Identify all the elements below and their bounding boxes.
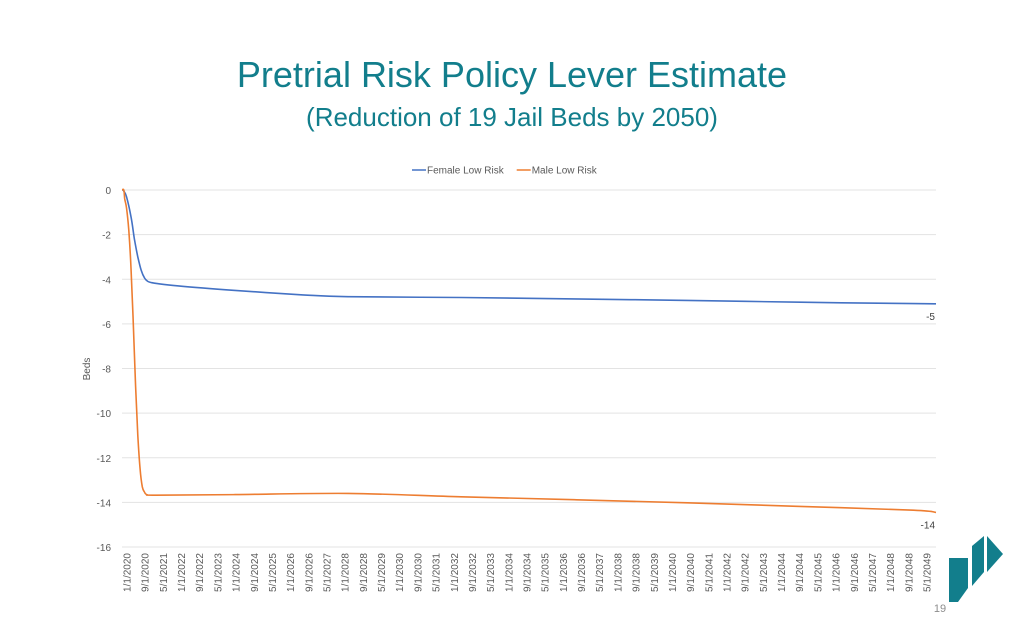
x-tick-label: 5/1/2037 [595, 553, 606, 592]
y-axis-label: Beds [82, 358, 93, 381]
x-tick-label: 9/1/2032 [468, 553, 479, 592]
x-tick-label: 5/1/2049 [923, 553, 934, 592]
x-tick-label: 9/1/2040 [686, 553, 697, 592]
y-tick-label: -16 [97, 543, 112, 554]
legend-entry: Female Low Risk [427, 166, 505, 177]
x-tick-label: 9/1/2038 [632, 553, 643, 592]
x-tick-label: 5/1/2043 [759, 553, 770, 592]
x-tick-label: 5/1/2035 [541, 553, 552, 592]
x-tick-label: 5/1/2045 [813, 553, 824, 592]
series-line-female-low-risk [121, 189, 937, 305]
x-tick-label: 5/1/2047 [868, 553, 879, 592]
x-tick-label: 9/1/2042 [741, 553, 752, 592]
y-tick-label: 0 [105, 186, 111, 197]
x-tick-label: 1/1/2038 [613, 553, 624, 592]
x-tick-label: 9/1/2030 [413, 553, 424, 592]
x-tick-label: 9/1/2020 [141, 553, 152, 592]
x-tick-label: 9/1/2022 [195, 553, 206, 592]
slide-number: 19 [933, 603, 947, 615]
x-tick-label: 9/1/2028 [359, 553, 370, 592]
x-tick-label: 9/1/2036 [577, 553, 588, 592]
x-tick-label: 1/1/2048 [886, 553, 897, 592]
x-tick-label: 5/1/2041 [704, 553, 715, 592]
x-tick-label: 1/1/2026 [286, 553, 297, 592]
page-title: Pretrial Risk Policy Lever Estimate [236, 54, 788, 95]
data-label: -5 [926, 312, 935, 323]
x-tick-label: 5/1/2025 [268, 553, 279, 592]
x-tick-label: 1/1/2042 [723, 553, 734, 592]
y-tick-label: -14 [97, 498, 112, 509]
x-tick-label: 1/1/2040 [668, 553, 679, 592]
agency-logo-icon [949, 536, 1003, 602]
x-tick-label: 9/1/2048 [904, 553, 915, 592]
legend-entry: Male Low Risk [532, 166, 598, 177]
x-tick-label: 5/1/2021 [159, 553, 170, 592]
x-tick-label: 1/1/2034 [504, 553, 515, 592]
x-tick-label: 5/1/2031 [432, 553, 443, 592]
x-tick-label: 1/1/2036 [559, 553, 570, 592]
x-tick-label: 9/1/2046 [850, 553, 861, 592]
series-line-male-low-risk [121, 188, 937, 514]
y-tick-label: -12 [97, 454, 112, 465]
x-tick-label: 1/1/2044 [777, 553, 788, 592]
x-tick-label: 1/1/2024 [232, 553, 243, 592]
x-tick-label: 5/1/2039 [650, 553, 661, 592]
y-tick-label: -4 [102, 275, 111, 286]
data-label: -14 [921, 520, 936, 531]
x-tick-label: 1/1/2028 [341, 553, 352, 592]
x-tick-label: 1/1/2030 [395, 553, 406, 592]
x-tick-label: 5/1/2033 [486, 553, 497, 592]
x-tick-label: 1/1/2032 [450, 553, 461, 592]
y-tick-label: -2 [102, 231, 111, 242]
y-tick-label: -10 [97, 409, 112, 420]
x-tick-label: 5/1/2023 [213, 553, 224, 592]
y-tick-label: -6 [102, 320, 111, 331]
x-tick-label: 1/1/2020 [123, 553, 134, 592]
x-tick-label: 5/1/2027 [323, 553, 334, 592]
page-subtitle: (Reduction of 19 Jail Beds by 2050) [306, 102, 718, 132]
x-tick-label: 9/1/2044 [795, 553, 806, 592]
x-tick-label: 9/1/2024 [250, 553, 261, 592]
x-tick-label: 9/1/2034 [523, 553, 534, 592]
x-tick-label: 5/1/2029 [377, 553, 388, 592]
y-tick-label: -8 [102, 365, 111, 376]
x-tick-label: 1/1/2046 [832, 553, 843, 592]
x-tick-label: 9/1/2026 [304, 553, 315, 592]
x-tick-label: 1/1/2022 [177, 553, 188, 592]
